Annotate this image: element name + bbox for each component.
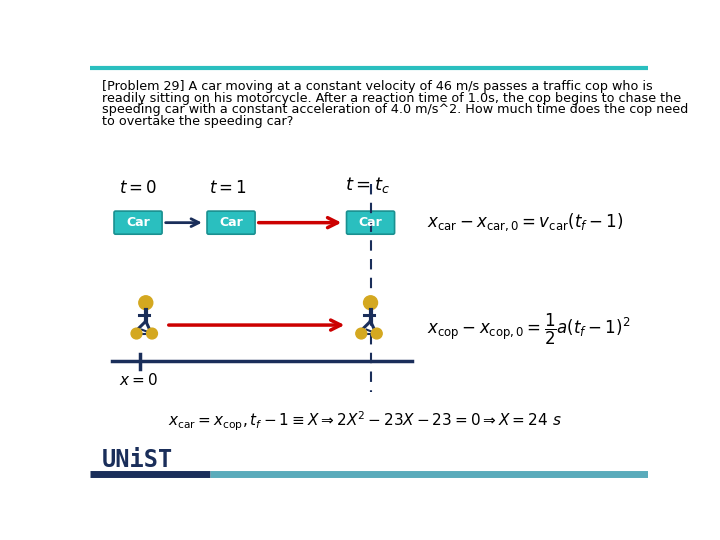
- Text: [Problem 29] A car moving at a constant velocity of 46 m/s passes a traffic cop : [Problem 29] A car moving at a constant …: [102, 80, 652, 93]
- Circle shape: [364, 296, 377, 309]
- Text: $x = 0$: $x = 0$: [120, 372, 158, 388]
- Text: $t = 0$: $t = 0$: [119, 179, 157, 197]
- Circle shape: [372, 328, 382, 339]
- Text: $x_\mathrm{car} = x_\mathrm{cop}, t_f - 1 \equiv X \Rightarrow 2X^2 - 23X - 23 =: $x_\mathrm{car} = x_\mathrm{cop}, t_f - …: [168, 410, 562, 433]
- Circle shape: [356, 328, 366, 339]
- FancyBboxPatch shape: [114, 211, 162, 234]
- Text: $x_\mathrm{cop} - x_\mathrm{cop,0} = \dfrac{1}{2}a(t_f - 1)^2$: $x_\mathrm{cop} - x_\mathrm{cop,0} = \df…: [427, 311, 631, 347]
- Text: Car: Car: [126, 216, 150, 229]
- FancyBboxPatch shape: [207, 211, 255, 234]
- Text: speeding car with a constant acceleration of 4.0 m/s^2. How much time does the c: speeding car with a constant acceleratio…: [102, 103, 688, 116]
- Text: $t = 1$: $t = 1$: [209, 179, 247, 197]
- Text: $x_\mathrm{car} - x_\mathrm{car,0} = v_\mathrm{car}(t_f - 1)$: $x_\mathrm{car} - x_\mathrm{car,0} = v_\…: [427, 212, 624, 233]
- Text: Car: Car: [359, 216, 382, 229]
- FancyBboxPatch shape: [346, 211, 395, 234]
- Text: UNiST: UNiST: [102, 448, 173, 472]
- Circle shape: [131, 328, 142, 339]
- Text: Car: Car: [219, 216, 243, 229]
- Circle shape: [147, 328, 158, 339]
- Text: readily sitting on his motorcycle. After a reaction time of 1.0s, the cop begins: readily sitting on his motorcycle. After…: [102, 92, 680, 105]
- Circle shape: [139, 296, 153, 309]
- Text: to overtake the speeding car?: to overtake the speeding car?: [102, 115, 293, 128]
- Text: $t = t_c$: $t = t_c$: [345, 175, 390, 195]
